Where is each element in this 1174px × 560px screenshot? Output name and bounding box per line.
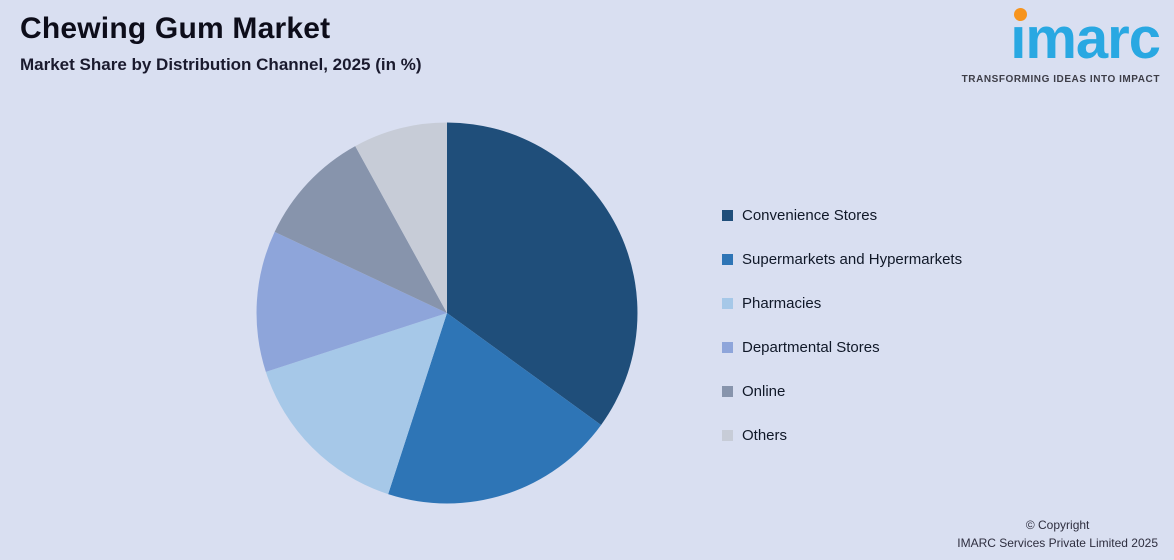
- legend-swatch-online: [722, 385, 733, 397]
- legend-item-departmental-stores: Departmental Stores: [722, 337, 962, 357]
- pie-slice-1: [388, 313, 602, 504]
- pie-chart: [256, 122, 638, 504]
- legend-label: Supermarkets and Hypermarkets: [742, 250, 963, 268]
- legend-item-others: Others: [722, 425, 962, 445]
- legend-swatch-convenience-stores: [722, 209, 733, 221]
- imarc-wordmark-text: ımarc: [1010, 6, 1161, 71]
- pie-slice-4: [274, 146, 447, 313]
- legend-item-online: Online: [722, 381, 962, 401]
- pie-slice-0: [447, 122, 638, 425]
- header: Chewing Gum Market Market Share by Distr…: [20, 12, 421, 75]
- legend-label: Pharmacies: [742, 294, 822, 312]
- imarc-tagline: TRANSFORMING IDEAS INTO IMPACT: [961, 73, 1160, 85]
- legend-label: Departmental Stores: [742, 338, 880, 356]
- legend-swatch-departmental-stores: [722, 341, 733, 353]
- page-subtitle: Market Share by Distribution Channel, 20…: [20, 55, 422, 74]
- legend-swatch-supermarkets-and-hypermarkets: [722, 253, 733, 265]
- imarc-logo: ımarc TRANSFORMING IDEAS INTO IMPACT: [961, 6, 1161, 85]
- legend-label: Online: [742, 382, 786, 400]
- legend-swatch-others: [722, 429, 733, 441]
- pie-slice-5: [355, 122, 447, 314]
- imarc-logo-dot-icon: [1014, 8, 1028, 21]
- pie-chart-container: [247, 113, 647, 513]
- legend-label: Others: [742, 426, 788, 444]
- legend-item-pharmacies: Pharmacies: [722, 293, 962, 313]
- legend-item-convenience-stores: Convenience Stores: [722, 205, 962, 225]
- imarc-wordmark: ımarc: [1010, 6, 1161, 73]
- copyright-line-2: IMARC Services Private Limited 2025: [957, 535, 1158, 550]
- copyright: © Copyright IMARC Services Private Limit…: [957, 517, 1158, 552]
- pie-slice-3: [256, 231, 447, 372]
- pie-slice-2: [265, 313, 447, 495]
- legend-swatch-pharmacies: [722, 297, 733, 309]
- legend-label: Convenience Stores: [742, 206, 878, 224]
- legend: Convenience Stores Supermarkets and Hype…: [722, 205, 962, 445]
- legend-item-supermarkets-and-hypermarkets: Supermarkets and Hypermarkets: [722, 249, 962, 269]
- page-title: Chewing Gum Market: [20, 12, 331, 45]
- copyright-line-1: © Copyright: [1025, 518, 1090, 533]
